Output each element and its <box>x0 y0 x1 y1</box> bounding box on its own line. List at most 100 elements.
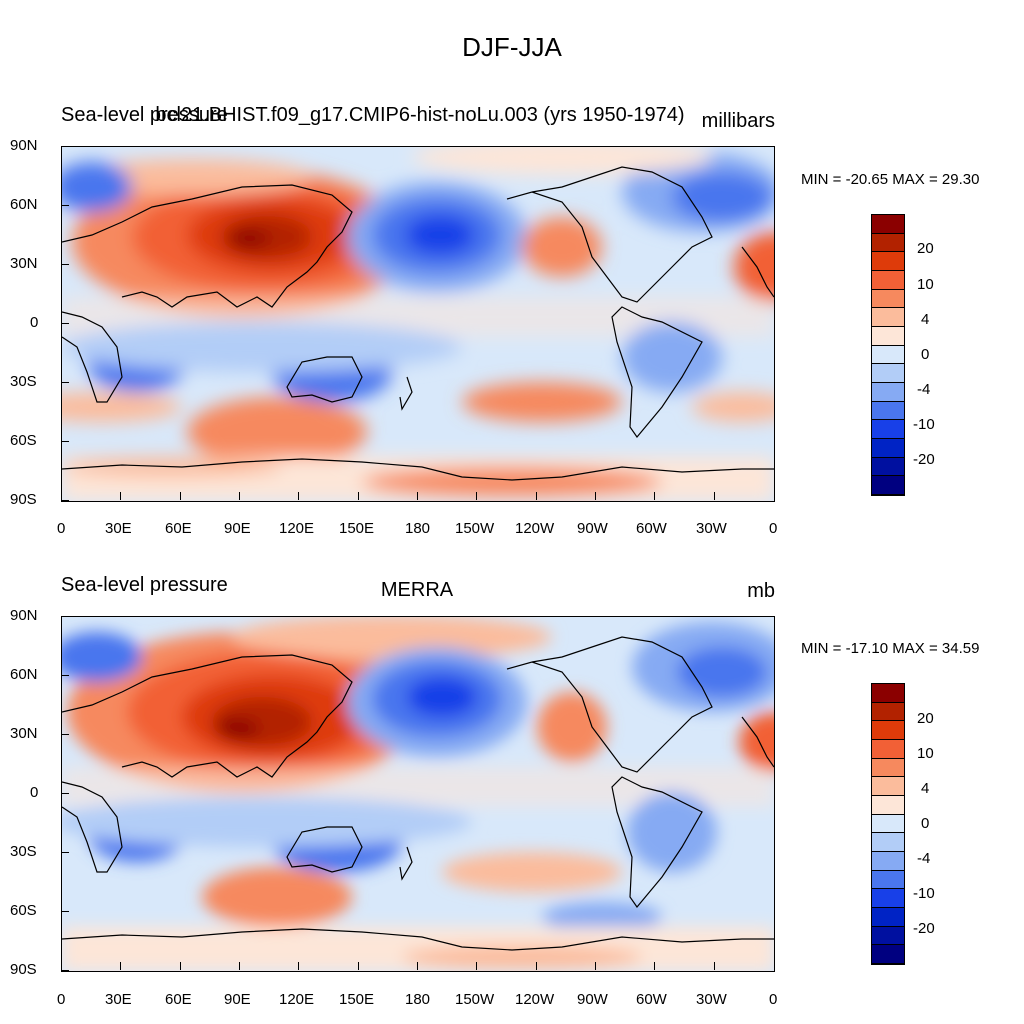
lon-label: 120E <box>279 520 315 537</box>
colorbar-cell <box>872 777 904 796</box>
colorbar-label: -20 <box>913 920 935 937</box>
lon-label: 150E <box>339 520 375 537</box>
colorbar-cell <box>872 703 904 721</box>
panel-left-title: Sea-level pressure <box>61 104 228 126</box>
colorbar-cell <box>872 908 904 927</box>
lat-label: 60N <box>10 196 38 213</box>
lat-label: 90N <box>10 607 38 624</box>
lat-label: 90S <box>10 961 37 978</box>
coastlines <box>62 166 774 481</box>
lon-label: 90W <box>577 520 608 537</box>
lon-label: 150E <box>339 991 375 1008</box>
colorbar-cell <box>872 476 904 495</box>
panel-center-title: MERRA <box>380 579 454 601</box>
lon-label: 150W <box>455 520 495 537</box>
colorbar-cell <box>872 327 904 346</box>
colorbar-cell <box>872 234 904 252</box>
coastlines <box>62 636 774 951</box>
lon-label: 30E <box>105 520 132 537</box>
colorbar-label: -20 <box>913 451 935 468</box>
colorbar-cell <box>872 796 904 815</box>
colorbar-cell <box>872 308 904 327</box>
map-plot <box>61 146 775 502</box>
lat-label: 60S <box>10 432 37 449</box>
figure-title: DJF-JJA <box>462 32 562 62</box>
lon-label: 120E <box>279 991 315 1008</box>
colorbar <box>871 683 905 965</box>
lat-label: 30S <box>10 373 37 390</box>
colorbar-cell <box>872 684 904 703</box>
colorbar-label: 10 <box>917 745 934 762</box>
colorbar-label: -4 <box>917 381 931 398</box>
lat-label: 90N <box>10 137 38 154</box>
colorbar-cell <box>872 740 904 759</box>
colorbar-cell <box>872 721 904 740</box>
lat-label: 0 <box>30 784 39 801</box>
panel-min-max: MIN = -17.10 MAX = 34.59 <box>801 640 980 657</box>
lon-label: 90E <box>224 991 251 1008</box>
colorbar-cell <box>872 833 904 852</box>
colorbar-label: 4 <box>921 311 930 328</box>
lon-label: 0 <box>57 991 66 1008</box>
colorbar-label: 20 <box>917 240 934 257</box>
lon-label: 90E <box>224 520 251 537</box>
colorbar-cell <box>872 871 904 889</box>
colorbar-cell <box>872 383 904 402</box>
colorbar-label: 0 <box>921 815 930 832</box>
colorbar-cell <box>872 346 904 364</box>
lat-label: 0 <box>30 314 39 331</box>
colorbar-label: 20 <box>917 710 934 727</box>
colorbar-label: -4 <box>917 850 931 867</box>
colorbar-label: 10 <box>917 276 934 293</box>
colorbar-cell <box>872 927 904 945</box>
lon-label: 180 <box>405 991 431 1008</box>
colorbar-label: -10 <box>913 885 935 902</box>
lon-label: 150W <box>455 991 495 1008</box>
lat-label: 60S <box>10 902 37 919</box>
lon-label: 180 <box>405 520 431 537</box>
panel-left-title: Sea-level pressure <box>61 574 228 596</box>
lon-label: 30E <box>105 991 132 1008</box>
colorbar-cell <box>872 402 904 420</box>
lon-label: 30W <box>696 520 727 537</box>
colorbar-cell <box>872 945 904 964</box>
colorbar-cell <box>872 889 904 908</box>
lon-label: 30W <box>696 991 727 1008</box>
colorbar-cell <box>872 290 904 308</box>
colorbar-cell <box>872 439 904 458</box>
slp-contour-map <box>62 147 774 501</box>
panel-center-title: bcl21.BHIST.f09_g17.CMIP6-hist-noLu.003 … <box>155 104 685 126</box>
colorbar-label: -10 <box>913 416 935 433</box>
colorbar-cell <box>872 420 904 439</box>
panel-units: millibars <box>701 110 775 132</box>
colorbar-label: 4 <box>921 780 930 797</box>
lon-label: 0 <box>769 991 778 1008</box>
lon-label: 90W <box>577 991 608 1008</box>
lat-label: 60N <box>10 666 38 683</box>
colorbar-cell <box>872 458 904 476</box>
lat-label: 30S <box>10 843 37 860</box>
colorbar-cell <box>872 759 904 777</box>
slp-contour-map <box>62 617 774 971</box>
lon-label: 60E <box>165 520 192 537</box>
lon-label: 0 <box>769 520 778 537</box>
lon-label: 60W <box>636 520 667 537</box>
colorbar-label: 0 <box>921 346 930 363</box>
lon-label: 120W <box>515 520 555 537</box>
panel-units: mb <box>747 580 775 602</box>
colorbar-cell <box>872 252 904 271</box>
lat-label: 30N <box>10 725 38 742</box>
lon-label: 60E <box>165 991 192 1008</box>
colorbar-cell <box>872 271 904 290</box>
lon-label: 0 <box>57 520 66 537</box>
map-plot <box>61 616 775 972</box>
panel-min-max: MIN = -20.65 MAX = 29.30 <box>801 171 980 188</box>
colorbar-cell <box>872 815 904 833</box>
colorbar-cell <box>872 215 904 234</box>
lat-label: 90S <box>10 491 37 508</box>
lon-label: 60W <box>636 991 667 1008</box>
lat-label: 30N <box>10 255 38 272</box>
lon-label: 120W <box>515 991 555 1008</box>
colorbar-cell <box>872 852 904 871</box>
colorbar-cell <box>872 364 904 383</box>
